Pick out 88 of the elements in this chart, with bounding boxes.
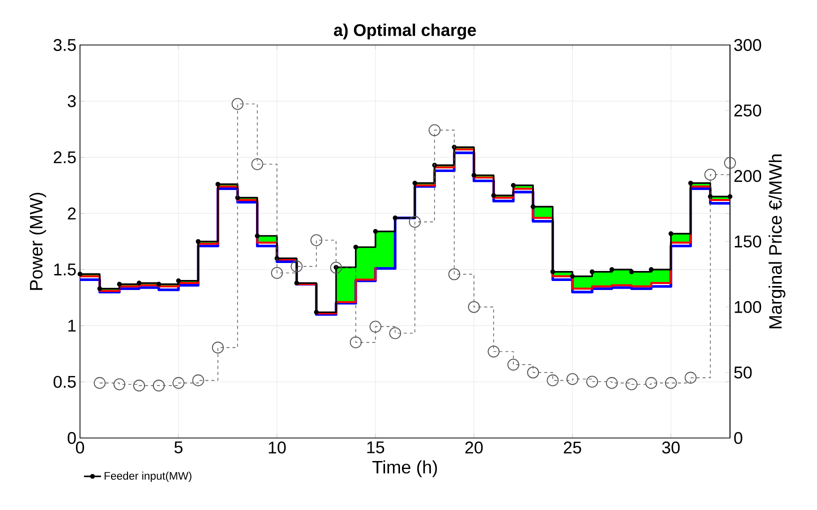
point [708,194,713,199]
point [370,320,382,333]
point [412,180,418,186]
point [590,269,595,274]
y-axis-title: Power (MW) [29,192,46,290]
point [136,280,142,286]
point [310,234,322,246]
point [586,376,598,388]
point [392,216,398,220]
y-tick-label: 2 [68,208,76,220]
point [704,168,716,181]
point [353,244,358,250]
point [530,204,536,210]
x-tick-label: 20 [465,442,483,454]
y2-tick-label: 100 [734,301,762,313]
point [254,233,260,238]
y-tick-label: 3 [68,95,76,108]
point [215,182,220,187]
point [290,260,303,272]
point [488,346,500,358]
point [629,269,634,274]
point [570,274,575,279]
point [688,180,694,186]
point [507,358,520,371]
point [684,372,697,384]
point [314,310,319,315]
point [566,373,578,385]
point [294,280,300,286]
y2-tick-label: 0 [734,432,742,444]
chart-title: a) Optimal charge [334,24,476,40]
point [428,124,440,136]
point [97,286,102,292]
point [664,377,677,389]
y-tick-label: 0 [68,432,76,444]
y2-axis-title: Marginal Price €/MWh [768,154,786,328]
point [271,267,283,279]
point [113,378,126,390]
point [78,272,82,276]
point [192,374,204,386]
point [491,193,496,198]
point [448,268,460,280]
y-tick-label: 1.5 [54,264,76,276]
point [212,342,224,354]
x-tick-label: 15 [367,442,384,454]
point [350,336,362,348]
point [724,156,736,169]
y2-tick-label: 50 [734,366,752,378]
y-tick-label: 1 [68,320,76,332]
y2-tick-label: 300 [734,38,762,51]
point [648,267,654,272]
point [232,98,244,110]
point [468,301,480,313]
x-tick-label: 25 [564,442,582,454]
point [117,282,122,287]
legend-label: Feeder input(MW) [104,472,192,482]
point [133,380,146,392]
point [606,377,618,389]
point [176,278,181,284]
point [645,377,658,389]
x-tick-label: 10 [268,442,286,454]
y-tick-label: 2.5 [54,151,76,164]
point [408,216,421,228]
point [668,231,674,236]
point [609,267,614,272]
point [550,269,556,274]
point [510,182,516,188]
x-tick-label: 30 [662,442,680,454]
x-axis-title: Time (h) [372,460,437,478]
y-tick-label: 3.5 [54,39,76,51]
point [152,380,165,392]
y-tick-label: 0.5 [54,376,76,388]
point [251,158,264,170]
point [472,172,476,178]
point [330,262,342,274]
point [156,282,162,287]
point [546,374,559,386]
point [196,239,201,244]
point [389,327,402,340]
point [626,378,638,390]
point [172,377,184,389]
x-tick-label: 5 [174,442,182,454]
x-tick-label: 0 [76,442,84,454]
y2-tick-label: 250 [734,104,762,116]
point [373,229,378,234]
point [94,377,106,389]
y2-tick-label: 150 [734,236,762,248]
point [527,366,539,378]
y2-tick-label: 200 [734,170,762,182]
